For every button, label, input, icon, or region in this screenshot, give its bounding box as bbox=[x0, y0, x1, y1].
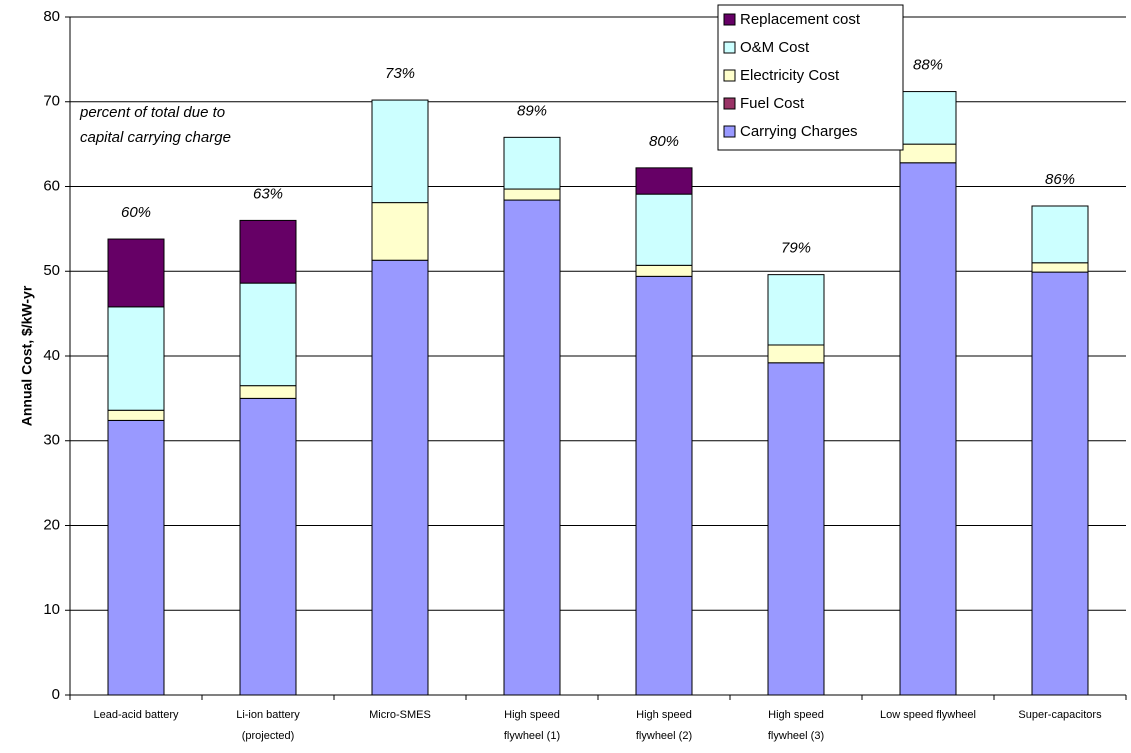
legend-swatch bbox=[723, 97, 736, 110]
x-tick-label-line: Super-capacitors bbox=[1018, 709, 1102, 721]
y-tick-label: 30 bbox=[43, 432, 60, 449]
legend-label: O&M Cost bbox=[740, 39, 810, 56]
x-tick-label-line: Low speed flywheel bbox=[880, 709, 976, 721]
bar-segment bbox=[635, 167, 693, 195]
x-tick-label: High speed flywheel (3) bbox=[768, 709, 824, 742]
legend-swatch bbox=[723, 13, 736, 26]
bar-segment bbox=[1031, 205, 1089, 264]
bar-segment bbox=[107, 306, 165, 411]
percent-label: 88% bbox=[913, 57, 943, 74]
bar-segment bbox=[1031, 262, 1089, 273]
x-tick-label-line: Li-ion battery bbox=[236, 709, 300, 721]
percent-label: 79% bbox=[781, 240, 811, 257]
x-tick-label-line: High speed bbox=[504, 709, 560, 721]
percent-label: 63% bbox=[253, 185, 283, 202]
percent-label: 80% bbox=[649, 133, 679, 150]
x-tick-label: Low speed flywheel bbox=[880, 709, 976, 721]
bar-segment bbox=[371, 99, 429, 204]
percent-label: 89% bbox=[517, 102, 547, 119]
bar-segment bbox=[239, 282, 297, 387]
legend-label: Carrying Charges bbox=[740, 123, 858, 140]
legend-label: Replacement cost bbox=[740, 11, 861, 28]
bar-segment bbox=[899, 162, 957, 696]
x-tick-label-line: Micro-SMES bbox=[369, 709, 431, 721]
bar-segment bbox=[239, 385, 297, 399]
legend-swatch bbox=[723, 41, 736, 54]
bar-segment bbox=[503, 136, 561, 190]
y-axis-title: Annual Cost, $/kW-yr bbox=[19, 285, 35, 426]
y-tick-label: 60 bbox=[43, 177, 60, 194]
x-tick-label-line: flywheel (1) bbox=[504, 730, 560, 742]
bar-segment bbox=[635, 193, 693, 266]
y-tick-label: 10 bbox=[43, 601, 60, 618]
x-tick-label-line: High speed bbox=[768, 709, 824, 721]
legend-label: Electricity Cost bbox=[740, 67, 840, 84]
y-tick-label: 20 bbox=[43, 516, 60, 533]
annotation: capital carrying charge bbox=[80, 129, 231, 146]
bar-segment bbox=[107, 419, 165, 696]
y-tick-label: 40 bbox=[43, 347, 60, 364]
x-tick-label-line: Lead-acid battery bbox=[94, 709, 179, 721]
legend-label: Fuel Cost bbox=[740, 95, 805, 112]
y-tick-label: 70 bbox=[43, 93, 60, 110]
x-tick-label: Micro-SMES bbox=[369, 709, 431, 721]
bar-segment bbox=[767, 344, 825, 364]
bar-segment bbox=[107, 238, 165, 308]
x-tick-label: Li-ion battery (projected) bbox=[236, 709, 300, 742]
x-tick-label-line: flywheel (3) bbox=[768, 730, 824, 742]
x-tick-label-line: flywheel (2) bbox=[636, 730, 692, 742]
x-tick-label-line: (projected) bbox=[242, 730, 295, 742]
bar-segment bbox=[239, 397, 297, 696]
y-tick-label: 0 bbox=[52, 686, 60, 703]
annotation: percent of total due to bbox=[79, 104, 225, 121]
bar-segment bbox=[1031, 271, 1089, 696]
bar-segment bbox=[503, 199, 561, 696]
bar-segment bbox=[371, 202, 429, 261]
legend-swatch bbox=[723, 69, 736, 82]
x-tick-label: Lead-acid battery bbox=[94, 709, 179, 721]
bar-segment bbox=[635, 264, 693, 277]
y-tick-label: 50 bbox=[43, 262, 60, 279]
bar-segment bbox=[635, 275, 693, 696]
x-tick-label: High speed flywheel (1) bbox=[504, 709, 560, 742]
bar-segment bbox=[107, 409, 165, 421]
legend-box bbox=[717, 4, 904, 151]
percent-label: 60% bbox=[121, 204, 151, 221]
x-tick-label: High speed flywheel (2) bbox=[636, 709, 692, 742]
percent-label: 73% bbox=[385, 65, 415, 82]
x-tick-label-line: High speed bbox=[636, 709, 692, 721]
bar-segment bbox=[503, 188, 561, 201]
x-tick-label: Super-capacitors bbox=[1018, 709, 1102, 721]
bar-segment bbox=[899, 91, 957, 145]
bar-segment bbox=[767, 274, 825, 346]
bar-segment bbox=[239, 219, 297, 284]
bar-segment bbox=[899, 143, 957, 164]
legend-swatch bbox=[723, 125, 736, 138]
percent-label: 86% bbox=[1045, 171, 1075, 188]
bar-segment bbox=[767, 362, 825, 696]
bar-segment bbox=[371, 259, 429, 696]
y-tick-label: 80 bbox=[43, 8, 60, 25]
